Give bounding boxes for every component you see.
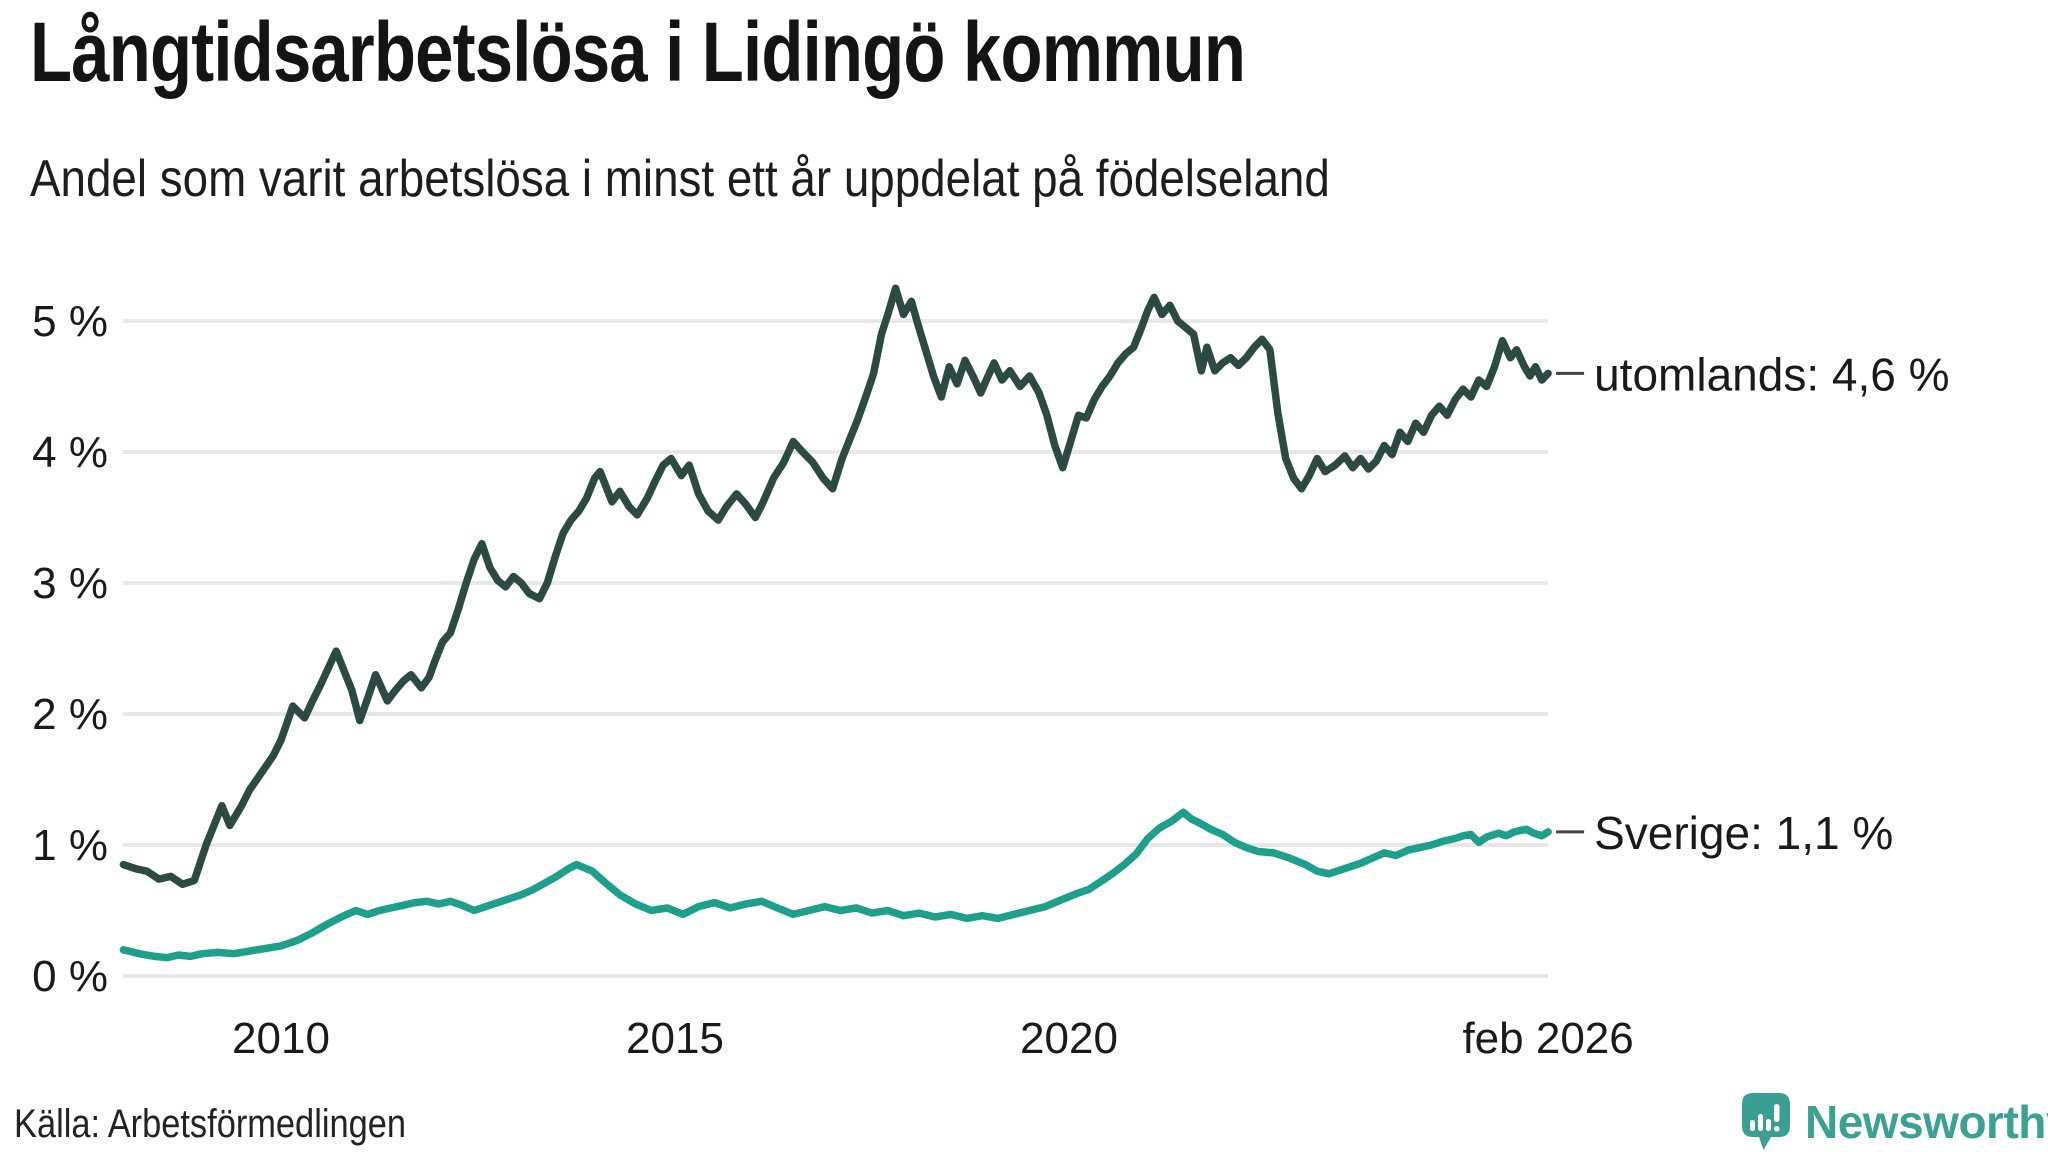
y-axis-tick-label: 4 % xyxy=(32,428,108,477)
x-axis-tick-label: 2020 xyxy=(1020,1014,1118,1063)
newsworthy-logo: Newsworthy xyxy=(1741,1092,2048,1152)
y-axis-tick-label: 2 % xyxy=(32,690,108,739)
series-line-sverige xyxy=(119,808,1552,962)
y-axis-tick-label: 3 % xyxy=(32,559,108,608)
y-axis-tick-label: 0 % xyxy=(32,952,108,1001)
x-axis-tick-label: 2015 xyxy=(626,1014,724,1063)
page-subtitle: Andel som varit arbetslösa i minst ett å… xyxy=(30,150,1330,208)
series-label-utomlands: utomlands: 4,6 % xyxy=(1594,348,1949,400)
newsworthy-logo-text: Newsworthy xyxy=(1805,1096,2048,1148)
x-axis-tick-label: feb 2026 xyxy=(1462,1014,1633,1063)
newsworthy-bubble-icon xyxy=(1742,1093,1790,1150)
page-title: Långtidsarbetslösa i Lidingö kommun xyxy=(30,5,1246,99)
y-axis-tick-label: 5 % xyxy=(32,297,108,346)
x-axis-tick-label: 2010 xyxy=(232,1014,330,1063)
series-label-sverige: Sverige: 1,1 % xyxy=(1594,807,1893,859)
series-line-utomlands xyxy=(119,284,1552,889)
y-axis-tick-label: 1 % xyxy=(32,821,108,870)
source-note: Källa: Arbetsförmedlingen xyxy=(14,1102,407,1146)
